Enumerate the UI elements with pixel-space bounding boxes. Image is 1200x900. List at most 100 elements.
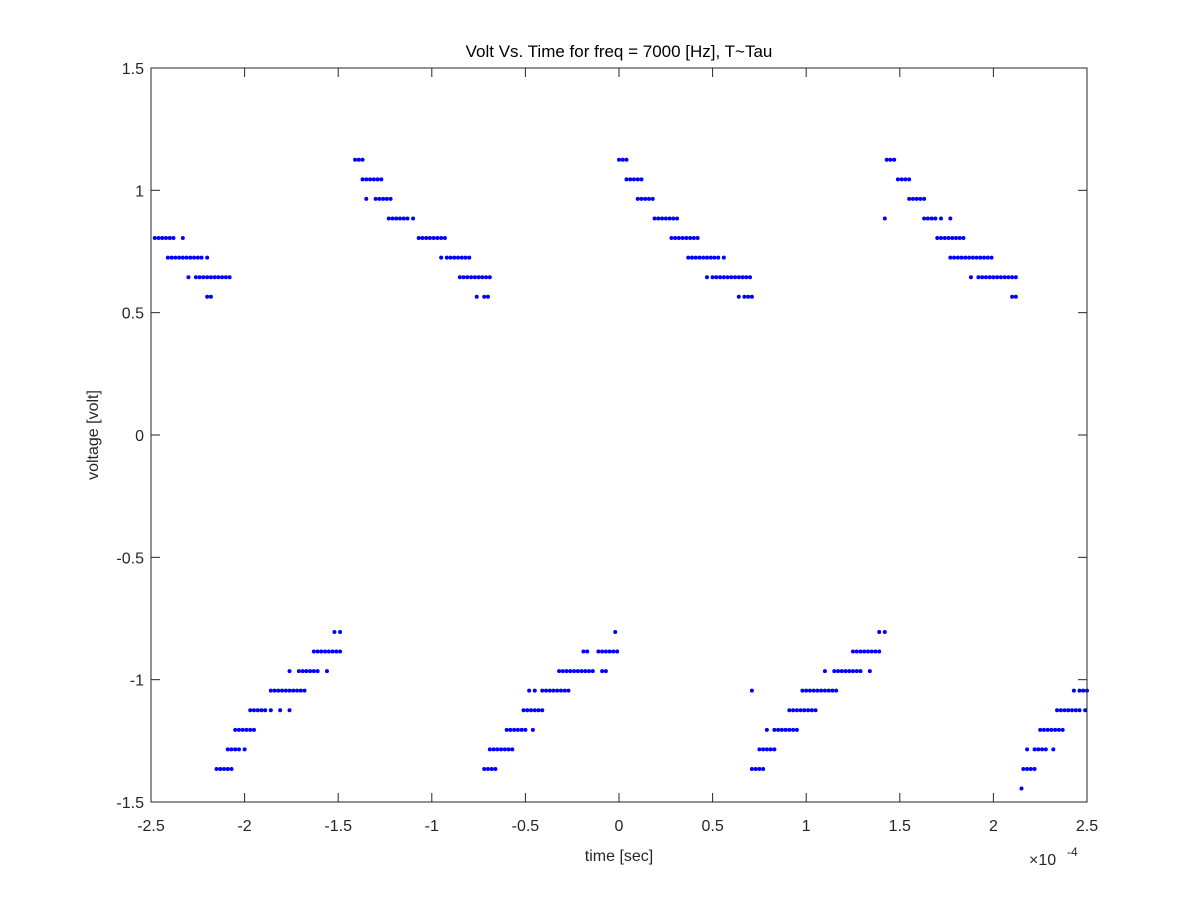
data-point (163, 236, 168, 241)
data-point (768, 747, 773, 752)
data-point (899, 177, 904, 182)
x-tick-label: 1.5 (889, 818, 911, 835)
data-point (502, 747, 507, 752)
data-point (201, 275, 206, 280)
data-point (311, 669, 316, 674)
data-point (218, 766, 223, 771)
data-point (543, 688, 548, 693)
data-point (223, 275, 228, 280)
data-point (186, 275, 191, 280)
data-point (804, 688, 809, 693)
data-point (985, 255, 990, 260)
data-point (710, 275, 715, 280)
data-point (1051, 747, 1056, 752)
data-point (675, 216, 680, 221)
data-point (995, 275, 1000, 280)
x-tick-label: -2.5 (137, 818, 165, 835)
data-point (673, 236, 678, 241)
data-point (220, 275, 225, 280)
data-point (308, 669, 313, 674)
data-point (1040, 747, 1045, 752)
data-point (611, 649, 616, 654)
data-point (910, 196, 915, 201)
data-point (379, 177, 384, 182)
data-point (744, 275, 749, 280)
data-point (330, 649, 335, 654)
data-point (761, 766, 766, 771)
data-point (826, 688, 831, 693)
data-point (787, 708, 792, 713)
data-point (603, 649, 608, 654)
data-point (983, 275, 988, 280)
data-point (251, 708, 256, 713)
y-tick-label: 1 (135, 183, 144, 200)
data-point (600, 649, 605, 654)
x-tick-label: 2.5 (1076, 818, 1098, 835)
x-tick-label: -0.5 (512, 818, 540, 835)
data-point (718, 275, 723, 280)
data-point (802, 708, 807, 713)
data-point (192, 255, 197, 260)
data-point (708, 255, 713, 260)
data-point (596, 649, 601, 654)
axes-box (150, 67, 1088, 803)
data-point (472, 275, 477, 280)
data-point (390, 216, 395, 221)
data-point (180, 236, 185, 241)
data-point (667, 216, 672, 221)
data-point (938, 236, 943, 241)
data-point (671, 216, 676, 221)
data-point (1028, 766, 1033, 771)
data-point (742, 294, 747, 299)
data-point (225, 766, 230, 771)
data-point (892, 157, 897, 162)
data-point (628, 177, 633, 182)
data-point (798, 708, 803, 713)
data-point (1006, 275, 1011, 280)
data-point (394, 216, 399, 221)
data-point (491, 747, 496, 752)
data-point (334, 649, 339, 654)
data-point (152, 236, 157, 241)
data-point (643, 196, 648, 201)
data-point (1077, 708, 1082, 713)
data-point (165, 255, 170, 260)
data-point (832, 669, 837, 674)
x-axis-label: time [sec] (585, 848, 653, 865)
data-point (248, 727, 253, 732)
data-point (736, 275, 741, 280)
data-point (384, 196, 389, 201)
x-tick-label: 0 (615, 818, 624, 835)
data-point (459, 255, 464, 260)
data-point (530, 727, 535, 732)
data-point (463, 255, 468, 260)
data-point (536, 708, 541, 713)
data-point (1036, 747, 1041, 752)
data-point (933, 216, 938, 221)
data-point (180, 255, 185, 260)
data-point (1025, 766, 1030, 771)
data-point (987, 275, 992, 280)
data-point (691, 236, 696, 241)
data-point (1002, 275, 1007, 280)
data-point (865, 649, 870, 654)
data-point (401, 216, 406, 221)
y-tick-label: 0.5 (122, 306, 144, 323)
data-point (579, 669, 584, 674)
data-point (639, 177, 644, 182)
data-point (989, 255, 994, 260)
data-point (583, 669, 588, 674)
data-point (712, 255, 717, 260)
data-point (585, 649, 590, 654)
data-point (315, 649, 320, 654)
data-point (167, 236, 172, 241)
data-point (227, 275, 232, 280)
data-point (822, 669, 827, 674)
data-point (566, 688, 571, 693)
data-point (740, 275, 745, 280)
data-point (961, 236, 966, 241)
data-point (836, 669, 841, 674)
data-point (646, 196, 651, 201)
data-point (484, 275, 489, 280)
data-point (296, 669, 301, 674)
